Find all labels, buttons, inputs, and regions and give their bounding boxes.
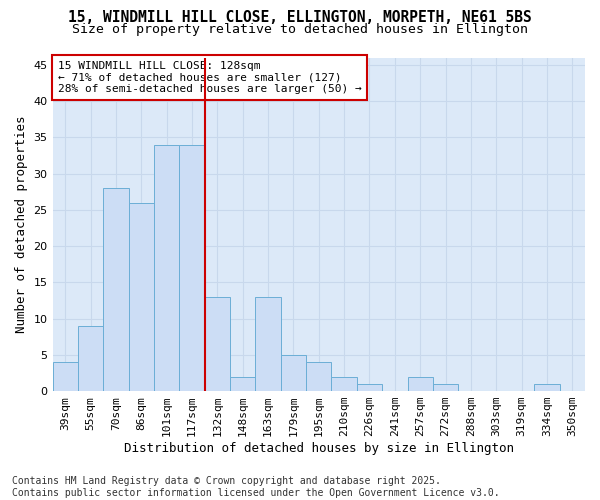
- Bar: [331, 376, 357, 391]
- Text: Contains HM Land Registry data © Crown copyright and database right 2025.
Contai: Contains HM Land Registry data © Crown c…: [12, 476, 500, 498]
- Text: Size of property relative to detached houses in Ellington: Size of property relative to detached ho…: [72, 22, 528, 36]
- Text: 15 WINDMILL HILL CLOSE: 128sqm
← 71% of detached houses are smaller (127)
28% of: 15 WINDMILL HILL CLOSE: 128sqm ← 71% of …: [58, 61, 362, 94]
- Bar: [256, 297, 281, 391]
- Bar: [53, 362, 78, 391]
- Bar: [433, 384, 458, 391]
- Bar: [103, 188, 128, 391]
- Bar: [534, 384, 560, 391]
- X-axis label: Distribution of detached houses by size in Ellington: Distribution of detached houses by size …: [124, 442, 514, 455]
- Bar: [78, 326, 103, 391]
- Bar: [154, 144, 179, 391]
- Bar: [230, 376, 256, 391]
- Bar: [281, 355, 306, 391]
- Text: 15, WINDMILL HILL CLOSE, ELLINGTON, MORPETH, NE61 5BS: 15, WINDMILL HILL CLOSE, ELLINGTON, MORP…: [68, 10, 532, 25]
- Bar: [407, 376, 433, 391]
- Bar: [179, 144, 205, 391]
- Bar: [306, 362, 331, 391]
- Y-axis label: Number of detached properties: Number of detached properties: [15, 116, 28, 333]
- Bar: [357, 384, 382, 391]
- Bar: [205, 297, 230, 391]
- Bar: [128, 202, 154, 391]
